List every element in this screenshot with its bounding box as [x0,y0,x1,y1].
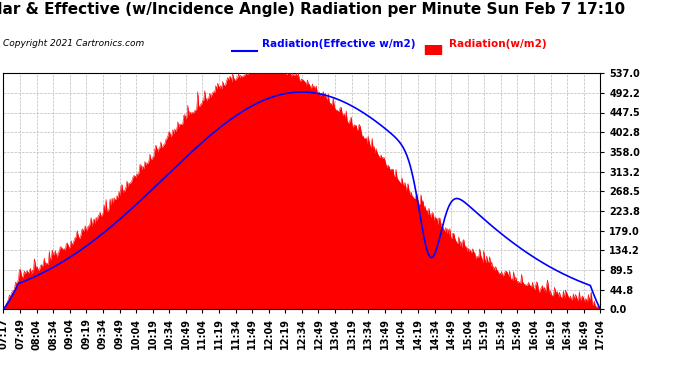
Text: Copyright 2021 Cartronics.com: Copyright 2021 Cartronics.com [3,39,145,48]
Text: Radiation(Effective w/m2): Radiation(Effective w/m2) [262,39,415,50]
Text: Solar & Effective (w/Incidence Angle) Radiation per Minute Sun Feb 7 17:10: Solar & Effective (w/Incidence Angle) Ra… [0,2,624,17]
Text: Radiation(w/m2): Radiation(w/m2) [448,39,546,50]
